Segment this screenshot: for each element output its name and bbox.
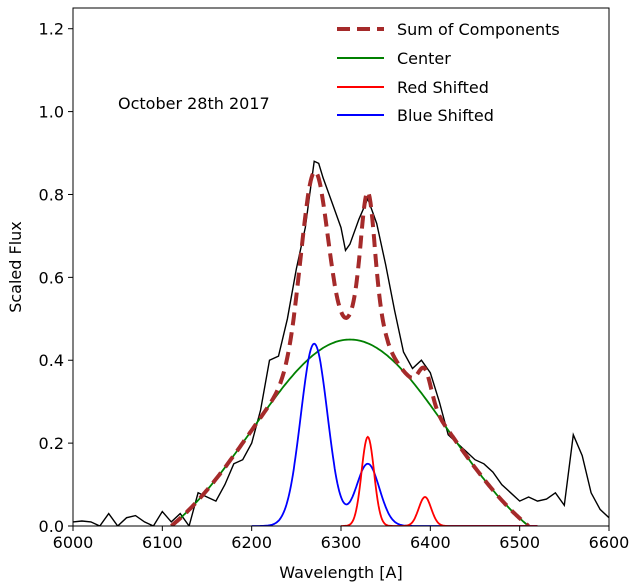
blue-shifted-component-line bbox=[251, 342, 538, 526]
date-annotation: October 28th 2017 bbox=[118, 94, 270, 113]
y-tick-label: 0.8 bbox=[39, 185, 64, 204]
legend-label-sum: Sum of Components bbox=[397, 20, 560, 39]
x-axis-label: Wavelength [A] bbox=[279, 563, 402, 582]
x-tick-label: 6400 bbox=[410, 533, 451, 552]
legend-label-red: Red Shifted bbox=[397, 78, 489, 97]
y-tick-label: 0.6 bbox=[39, 268, 64, 287]
legend: Sum of Components Center Red Shifted Blu… bbox=[337, 20, 560, 125]
x-tick-label: 6600 bbox=[589, 533, 630, 552]
x-tick-label: 6100 bbox=[142, 533, 183, 552]
y-tick-label: 0.0 bbox=[39, 517, 64, 536]
legend-label-center: Center bbox=[397, 49, 451, 68]
x-axis-ticks: 6000 6100 6200 6300 6400 6500 6600 bbox=[53, 526, 630, 552]
y-tick-label: 0.2 bbox=[39, 434, 64, 453]
red-shifted-component-line bbox=[341, 435, 538, 526]
series-layer bbox=[73, 160, 609, 526]
legend-label-blue: Blue Shifted bbox=[397, 106, 494, 125]
x-tick-label: 6000 bbox=[53, 533, 94, 552]
observed-spectrum-line bbox=[73, 160, 609, 526]
x-tick-label: 6200 bbox=[231, 533, 272, 552]
sum-of-components-line bbox=[170, 169, 530, 526]
y-tick-label: 1.0 bbox=[39, 103, 64, 122]
y-tick-label: 0.4 bbox=[39, 351, 64, 370]
y-tick-label: 1.2 bbox=[39, 20, 64, 39]
x-tick-label: 6300 bbox=[321, 533, 362, 552]
x-tick-label: 6500 bbox=[499, 533, 540, 552]
y-axis-label: Scaled Flux bbox=[6, 221, 25, 313]
y-axis-ticks: 0.0 0.2 0.4 0.6 0.8 1.0 1.2 bbox=[39, 20, 73, 536]
